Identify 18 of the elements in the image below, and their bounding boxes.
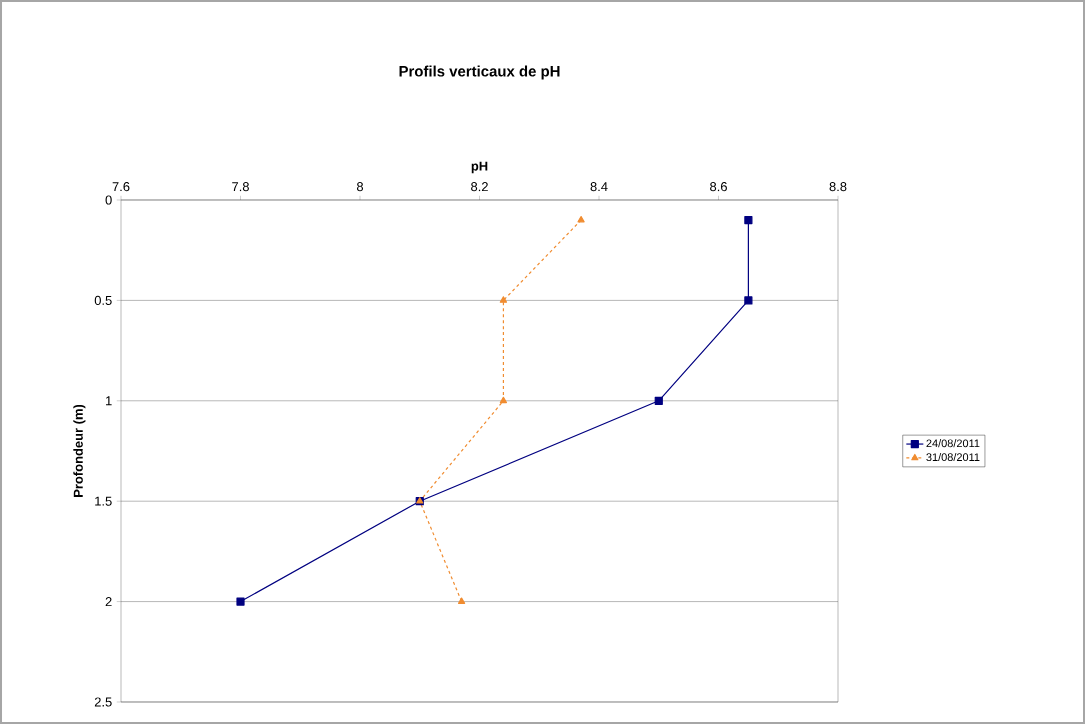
chart-title: Profils verticaux de pH — [399, 65, 560, 80]
legend-label: 31/08/2011 — [926, 452, 980, 462]
y-tick-label: 2.5 — [94, 697, 112, 707]
y-tick-label: 0.5 — [94, 295, 112, 305]
x-tick-label: 8 — [356, 182, 364, 192]
x-tick-label: 7.6 — [112, 182, 130, 192]
x-tick-label: 8.8 — [829, 182, 847, 192]
x-tick-label: 8.2 — [471, 182, 488, 192]
x-tick-label: 8.6 — [710, 182, 727, 192]
y-tick-label: 2 — [105, 597, 112, 607]
legend-label: 24/08/2011 — [926, 439, 980, 448]
y-axis-title: Profondeur (m) — [73, 404, 86, 497]
y-tick-label: 1.5 — [95, 496, 112, 506]
x-tick-label: 7.8 — [232, 182, 249, 192]
y-tick-label: 1 — [106, 396, 112, 406]
y-tick-label: 0 — [105, 195, 112, 205]
x-tick-label: 8.4 — [590, 182, 608, 192]
x-axis-title: pH — [471, 161, 488, 174]
